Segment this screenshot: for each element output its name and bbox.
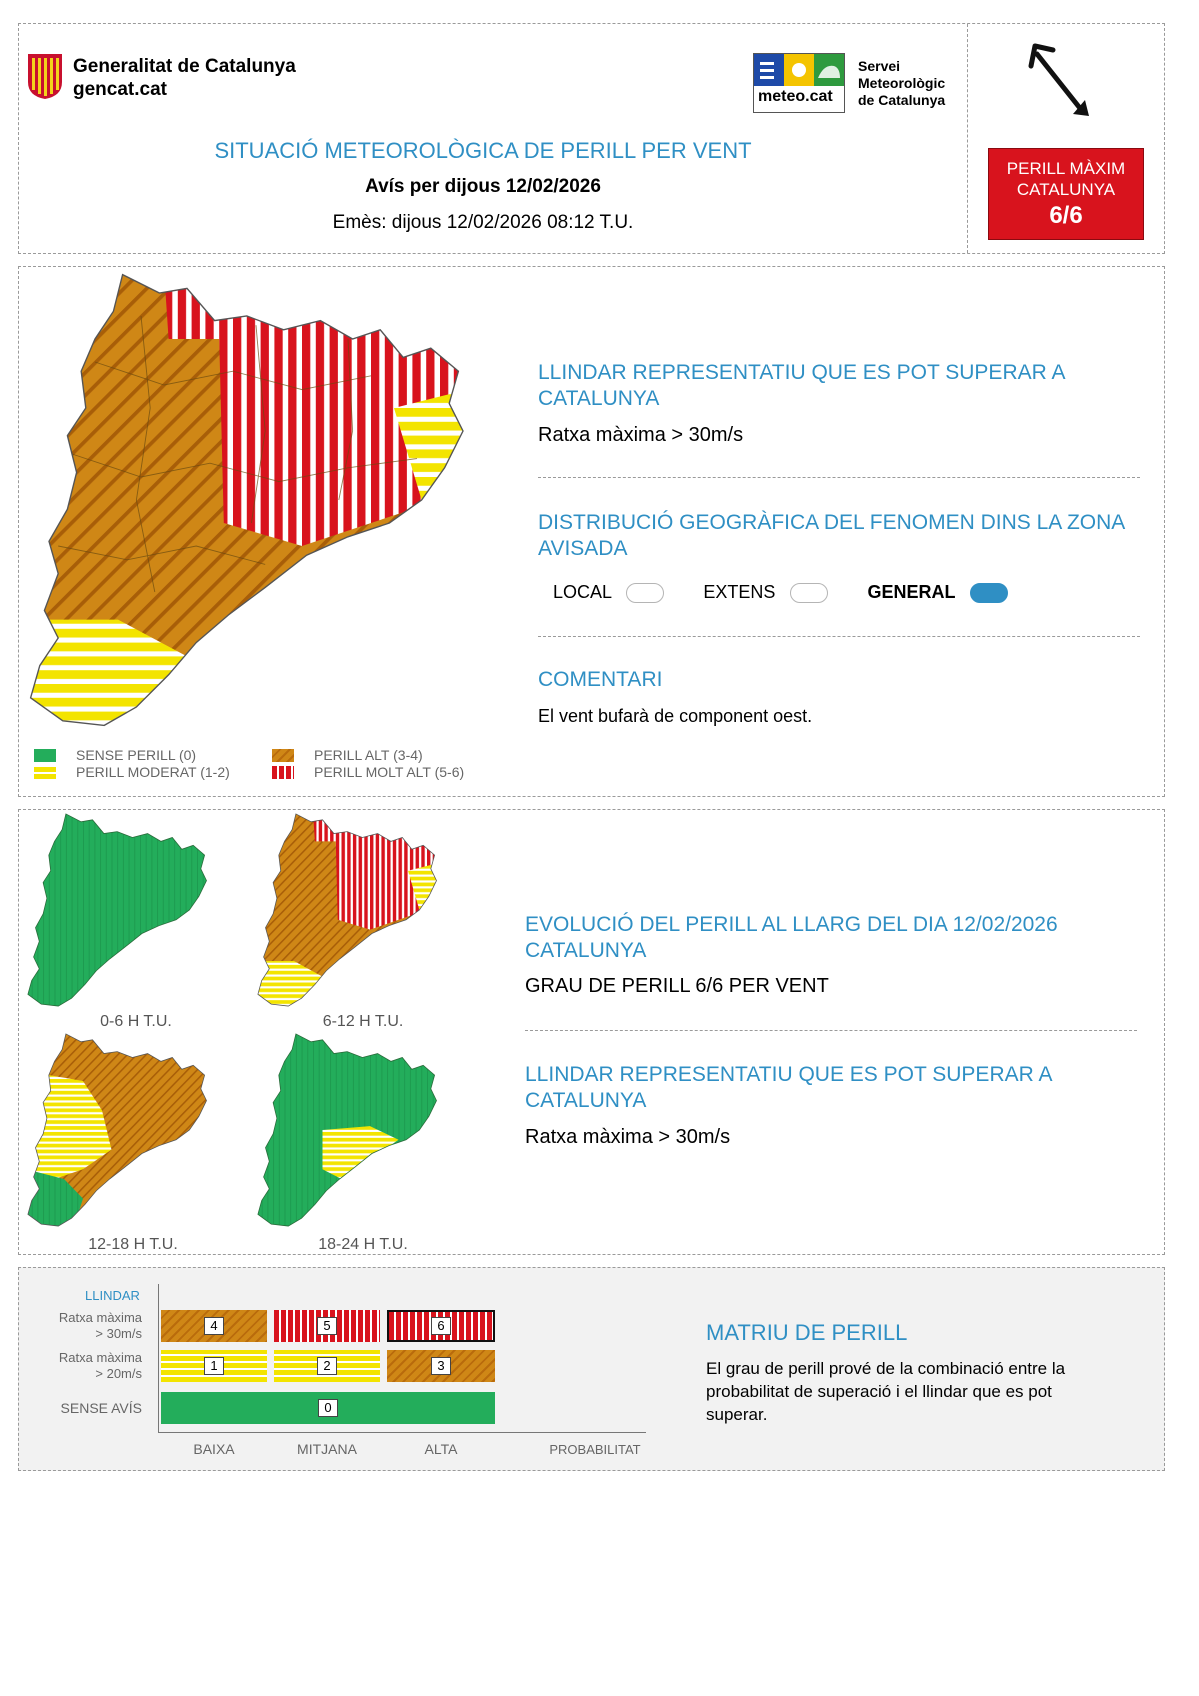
- matrix-cell-0: 0: [161, 1392, 495, 1424]
- meteocat-logo: meteo.cat: [753, 53, 845, 113]
- matrix-row-label-high-2: > 30m/s: [95, 1326, 142, 1341]
- period-label-12-18: 12-18 H T.U.: [88, 1236, 178, 1253]
- evolution-grade: GRAU DE PERILL 6/6 PER VENT: [525, 975, 829, 997]
- matrix-cell-3: 3: [387, 1350, 495, 1382]
- legend-swatch-orange: [272, 749, 294, 762]
- threshold-value: Ratxa màxima > 30m/s: [538, 424, 744, 446]
- gov-name: Generalitat de Catalunya: [73, 56, 296, 77]
- evolution-threshold-value: Ratxa màxima > 30m/s: [525, 1126, 731, 1148]
- evolution-title: EVOLUCIÓ DEL PERILL AL LLARG DEL DIA 12/…: [525, 913, 1058, 962]
- matrix-cell-value: 3: [431, 1357, 451, 1375]
- page-title: SITUACIÓ METEOROLÒGICA DE PERILL PER VEN…: [214, 138, 752, 163]
- threshold-title: LLINDAR REPRESENTATIU QUE ES POT SUPERAR…: [538, 361, 1065, 410]
- catalonia-map-small: [27, 813, 207, 1007]
- matrix-x-label-high: ALTA: [424, 1441, 458, 1457]
- max-danger-line2: CATALUNYA: [1016, 180, 1116, 199]
- wind-direction-arrow: [1025, 40, 1095, 122]
- option-general-label: GENERAL: [867, 582, 956, 602]
- legend-swatch-yellow: [34, 766, 56, 779]
- matrix-cell-value: 4: [204, 1317, 224, 1335]
- issued-timestamp: Emès: dijous 12/02/2026 08:12 T.U.: [332, 212, 634, 233]
- generalitat-emblem-icon: [28, 54, 62, 99]
- matrix-cell-value: 2: [317, 1357, 337, 1375]
- evolution-map-6-12[interactable]: [256, 812, 446, 1008]
- matrix-cell-2: 2: [274, 1350, 380, 1382]
- legend-label-green: SENSE PERILL (0): [76, 747, 197, 763]
- period-label-18-24: 18-24 H T.U.: [318, 1236, 408, 1253]
- matrix-x-label-low: BAIXA: [193, 1441, 235, 1457]
- matrix-cell-6-active: 6: [387, 1310, 495, 1342]
- matrix-cell-value: 1: [204, 1357, 224, 1375]
- evolution-map-0-6[interactable]: [26, 812, 216, 1008]
- catalonia-map-large: [29, 273, 465, 727]
- legend-label-red: PERILL MOLT ALT (5-6): [314, 764, 465, 780]
- catalonia-map-small: [257, 813, 437, 1007]
- header-panel: [18, 23, 1165, 254]
- matrix-row-label-high-1: Ratxa màxima: [58, 1310, 142, 1325]
- matrix-row-label-moderate-1: Ratxa màxima: [58, 1350, 142, 1365]
- header-divider: [967, 24, 968, 253]
- main-risk-map[interactable]: [26, 270, 486, 730]
- service-name-line3: de Catalunya: [858, 92, 946, 108]
- matrix-x-label-medium: MITJANA: [297, 1441, 357, 1457]
- option-extens-label: EXTENS: [703, 582, 776, 602]
- option-local-toggle[interactable]: [626, 583, 665, 604]
- divider: [538, 477, 1140, 478]
- period-label-6-12: 6-12 H T.U.: [322, 1013, 404, 1030]
- matrix-cell-value: 0: [318, 1399, 338, 1417]
- service-name-line2: Meteorològic: [858, 75, 946, 91]
- matrix-cell-4: 4: [161, 1310, 267, 1342]
- period-label-0-6: 0-6 H T.U.: [100, 1013, 172, 1030]
- divider: [525, 1030, 1137, 1031]
- option-local-label: LOCAL: [553, 582, 612, 602]
- legend-swatch-red: [272, 766, 294, 779]
- distribution-options: LOCAL EXTENS GENERAL: [553, 582, 1113, 604]
- matrix-row-label-high: Ratxa màxima > 30m/s: [30, 1310, 142, 1342]
- evolution-map-18-24[interactable]: [256, 1032, 446, 1228]
- comment-text: El vent bufarà de component oest.: [538, 706, 813, 726]
- comment-title: COMENTARI: [538, 668, 663, 691]
- max-danger-badge: PERILL MÀXIM CATALUNYA 6/6: [988, 148, 1144, 240]
- matrix-x-title: PROBABILITAT: [549, 1442, 641, 1457]
- page-subtitle: Avís per dijous 12/02/2026: [365, 176, 601, 197]
- matrix-x-axis: [158, 1432, 646, 1433]
- meteocat-emblem-icon: [754, 54, 844, 86]
- legend-swatch-green: [34, 749, 56, 762]
- matrix-description: El grau de perill prové de la combinació…: [706, 1359, 1066, 1424]
- evolution-map-12-18[interactable]: [26, 1032, 216, 1228]
- gov-site[interactable]: gencat.cat: [73, 79, 167, 100]
- option-general-toggle[interactable]: [970, 583, 1009, 604]
- matrix-cell-1: 1: [161, 1350, 267, 1382]
- catalonia-map-small: [27, 1033, 207, 1227]
- max-danger-line1: PERILL MÀXIM: [1006, 159, 1126, 178]
- evolution-threshold-title: LLINDAR REPRESENTATIU QUE ES POT SUPERAR…: [525, 1063, 1052, 1112]
- matrix-cell-value: 6: [431, 1317, 451, 1335]
- option-extens-toggle[interactable]: [790, 583, 829, 604]
- generalitat-logo: [26, 52, 64, 100]
- main-panel: [18, 266, 1165, 797]
- matrix-cell-value: 5: [317, 1317, 337, 1335]
- legend-label-orange: PERILL ALT (3-4): [314, 747, 423, 763]
- legend-label-yellow: PERILL MODERAT (1-2): [76, 764, 230, 780]
- service-name: Servei Meteorològic de Catalunya: [858, 58, 945, 109]
- catalonia-map-small: [257, 1033, 437, 1227]
- matrix-y-title: LLINDAR: [85, 1288, 140, 1303]
- matrix-cell-5: 5: [274, 1310, 380, 1342]
- divider: [538, 636, 1140, 637]
- evolution-panel: [18, 809, 1165, 1255]
- matrix-row-label-moderate-2: > 20m/s: [95, 1366, 142, 1381]
- meteocat-brand: meteo.cat: [758, 88, 833, 105]
- matrix-row-label-moderate: Ratxa màxima > 20m/s: [30, 1350, 142, 1382]
- matrix-title: MATRIU DE PERILL: [706, 1320, 908, 1345]
- matrix-y-axis: [158, 1284, 159, 1432]
- matrix-row-label-none: SENSE AVÍS: [60, 1400, 142, 1416]
- service-name-line1: Servei: [858, 58, 901, 74]
- arrow-southeast-icon: [1028, 43, 1089, 116]
- max-danger-value: 6/6: [1049, 202, 1083, 229]
- distribution-title: DISTRIBUCIÓ GEOGRÀFICA DEL FENOMEN DINS …: [538, 511, 1125, 560]
